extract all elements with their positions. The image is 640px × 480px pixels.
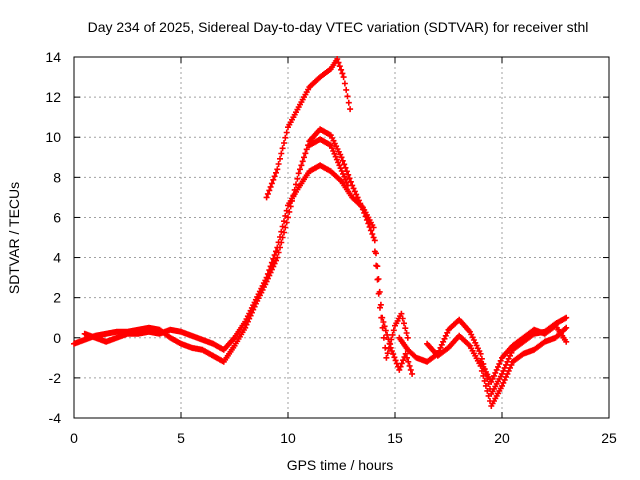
x-tick-label: 20 [494,430,510,446]
axis-ticks [73,56,610,419]
x-tick-label: 10 [280,430,296,446]
x-tick-label: 0 [70,430,78,446]
data-point-markers [306,136,351,189]
series-markers [71,126,411,365]
series-markers [306,136,351,189]
y-tick-label: 8 [53,169,61,185]
y-tick-label: 10 [45,129,61,145]
series-markers [81,162,416,377]
data-point-markers [263,56,354,201]
series-markers [263,56,354,201]
grid [74,57,609,418]
x-tick-label: 25 [601,430,617,446]
series-markers [424,324,570,409]
y-tick-labels: -4 -2 0 2 4 6 8 10 12 14 [45,49,61,426]
data-point-markers [424,324,570,409]
y-axis-label: SDTVAR / TECUs [6,182,22,294]
y-tick-label: 0 [53,330,61,346]
x-axis-label: GPS time / hours [287,457,394,473]
y-tick-label: 14 [45,49,61,65]
y-tick-label: -2 [49,370,62,386]
data-points [71,56,570,409]
y-tick-label: 6 [53,209,61,225]
x-tick-label: 5 [177,430,185,446]
data-point-markers [71,126,411,365]
plot-frame [73,56,610,419]
x-tick-label: 15 [387,430,403,446]
data-point-markers [477,322,570,385]
y-tick-label: -4 [49,410,62,426]
y-tick-label: 12 [45,89,61,105]
x-tick-labels: 0 5 10 15 20 25 [70,430,617,446]
chart-title: Day 234 of 2025, Sidereal Day-to-day VTE… [88,19,589,35]
data-point-markers [81,162,416,377]
y-tick-label: 4 [53,250,61,266]
series-markers [477,322,570,385]
y-tick-label: 2 [53,290,61,306]
